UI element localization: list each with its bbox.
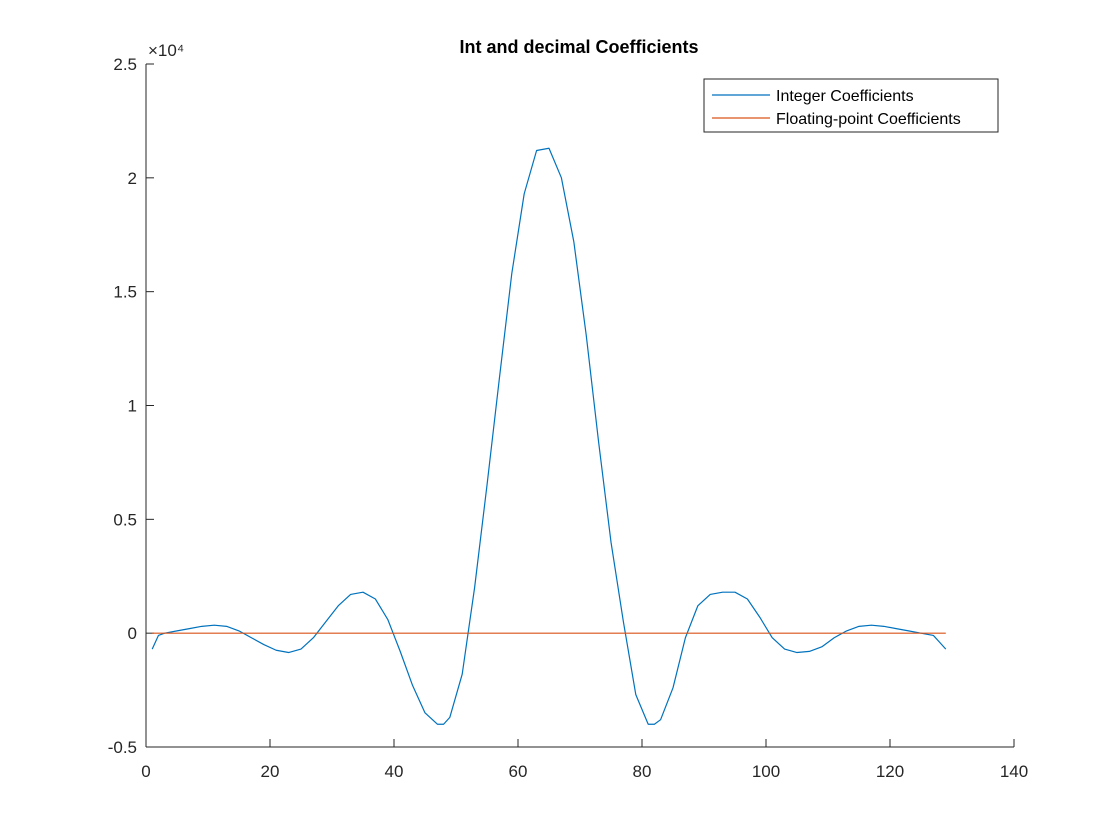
y-ticks: -0.5 0 0.5 1 1.5 2 2.5 — [108, 55, 154, 757]
y-tick-label: 1 — [128, 397, 137, 416]
legend-label-float: Floating-point Coefficients — [776, 111, 961, 128]
axes — [145, 64, 1014, 748]
x-tick-label: 20 — [261, 762, 280, 781]
y-tick-label: 1.5 — [113, 283, 137, 302]
x-ticks: 0 20 40 60 80 100 120 140 — [141, 739, 1028, 781]
x-tick-label: 40 — [385, 762, 404, 781]
y-tick-label: -0.5 — [108, 738, 137, 757]
x-tick-label: 100 — [752, 762, 780, 781]
y-tick-label: 0 — [128, 624, 137, 643]
x-tick-label: 120 — [876, 762, 904, 781]
legend: Integer Coefficients Floating-point Coef… — [703, 78, 999, 133]
y-tick-label: 0.5 — [113, 510, 137, 529]
y-tick-label: 2.5 — [113, 55, 137, 74]
series-line-integer — [151, 147, 947, 725]
y-tick-label: 2 — [128, 169, 137, 188]
legend-label-integer: Integer Coefficients — [776, 88, 914, 105]
x-tick-label: 0 — [141, 762, 150, 781]
x-tick-label: 140 — [1000, 762, 1028, 781]
series-layer — [151, 147, 947, 725]
x-tick-label: 80 — [633, 762, 652, 781]
y-axis-exponent: ×10⁴ — [148, 41, 184, 60]
legend-box — [703, 78, 999, 133]
x-tick-label: 60 — [509, 762, 528, 781]
chart-title: Int and decimal Coefficients — [459, 37, 698, 57]
